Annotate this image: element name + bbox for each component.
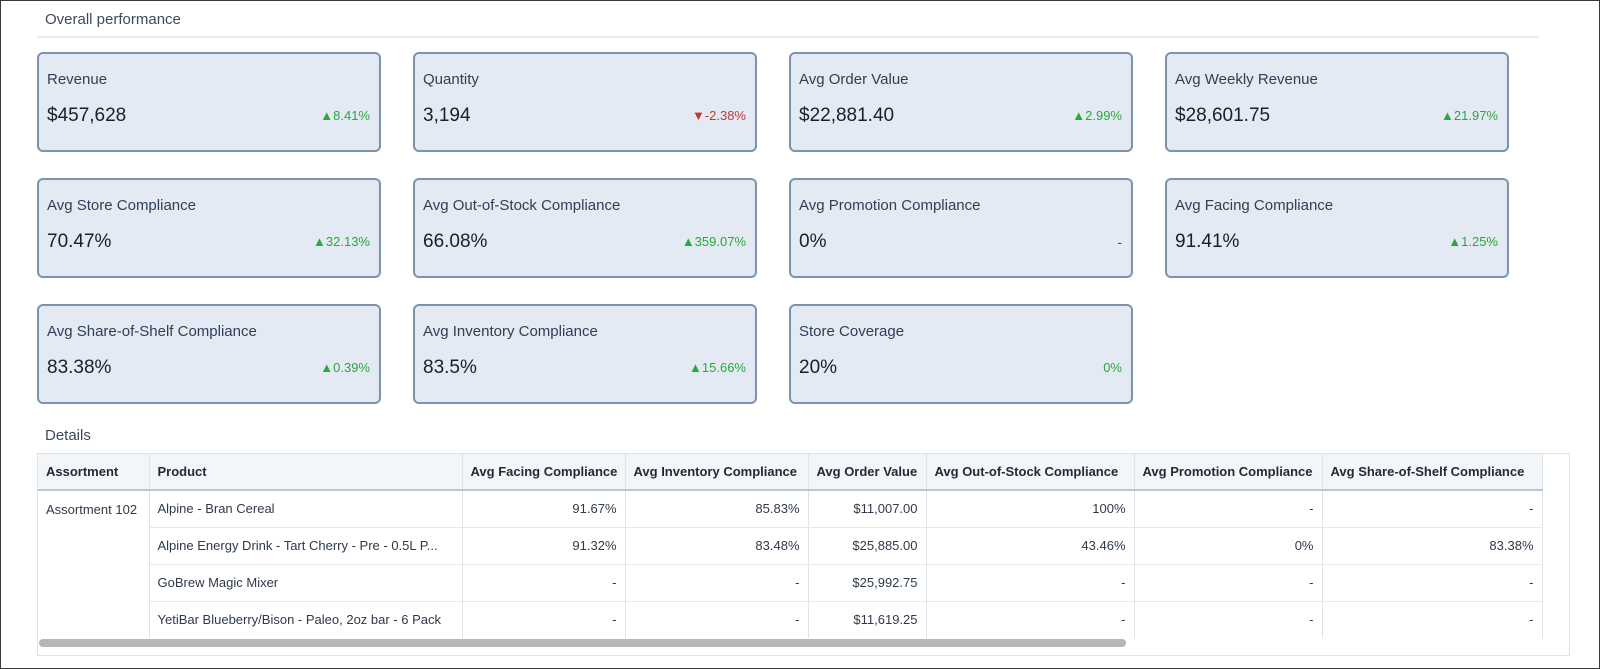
share-of-shelf-compliance-cell: 83.38%: [1322, 527, 1543, 565]
kpi-grid: Revenue $457,628 ▲8.41% Quantity 3,194 ▼…: [37, 52, 1509, 404]
table-row: YetiBar Blueberry/Bison - Paleo, 2oz bar…: [38, 601, 1543, 638]
out-of-stock-compliance-cell: -: [926, 564, 1135, 602]
promotion-compliance-cell: -: [1134, 601, 1323, 638]
kpi-label: Avg Facing Compliance: [1175, 197, 1334, 214]
facing-compliance-cell: 91.67%: [462, 490, 626, 528]
kpi-label: Avg Store Compliance: [47, 197, 196, 214]
kpi-delta: ▲2.99%: [1072, 108, 1122, 123]
inventory-compliance-cell: 85.83%: [625, 490, 809, 528]
kpi-label: Avg Promotion Compliance: [799, 197, 981, 214]
section-divider: [37, 36, 1539, 38]
facing-compliance-cell: -: [462, 601, 626, 638]
kpi-label: Store Coverage: [799, 323, 905, 340]
table-row: GoBrew Magic Mixer - - $25,992.75 - - -: [38, 564, 1543, 602]
order-value-cell: $11,007.00: [808, 490, 927, 528]
column-header-avg-out-of-stock-compliance[interactable]: Avg Out-of-Stock Compliance: [926, 454, 1135, 491]
column-header-avg-promotion-compliance[interactable]: Avg Promotion Compliance: [1134, 454, 1323, 491]
kpi-delta: ▼-2.38%: [691, 108, 746, 123]
kpi-delta: ▲32.13%: [313, 234, 370, 249]
kpi-delta: ▲21.97%: [1441, 108, 1498, 123]
kpi-value: 66.08%: [423, 231, 488, 252]
kpi-card-avg-weekly-revenue[interactable]: Avg Weekly Revenue $28,601.75 ▲21.97%: [1165, 52, 1509, 152]
kpi-value: 20%: [799, 357, 838, 378]
kpi-label: Avg Share-of-Shelf Compliance: [47, 323, 257, 340]
kpi-label: Revenue: [47, 71, 108, 88]
product-cell: GoBrew Magic Mixer: [149, 564, 463, 602]
kpi-value: $28,601.75: [1175, 105, 1271, 126]
kpi-card-avg-share-of-shelf-compliance[interactable]: Avg Share-of-Shelf Compliance 83.38% ▲0.…: [37, 304, 381, 404]
table-header-row: Assortment Product Avg Facing Compliance…: [38, 454, 1543, 491]
share-of-shelf-compliance-cell: -: [1322, 601, 1543, 638]
kpi-delta: ▲359.07%: [681, 234, 746, 249]
inventory-compliance-cell: -: [625, 564, 809, 602]
facing-compliance-cell: 91.32%: [462, 527, 626, 565]
kpi-label: Quantity: [423, 71, 479, 88]
column-header-avg-share-of-shelf-compliance[interactable]: Avg Share-of-Shelf Compliance: [1322, 454, 1543, 491]
kpi-label: Avg Out-of-Stock Compliance: [423, 197, 621, 214]
kpi-label: Avg Inventory Compliance: [423, 323, 598, 340]
promotion-compliance-cell: -: [1134, 564, 1323, 602]
out-of-stock-compliance-cell: 100%: [926, 490, 1135, 528]
kpi-value: $22,881.40: [799, 105, 895, 126]
column-header-assortment[interactable]: Assortment: [38, 454, 150, 491]
inventory-compliance-cell: -: [625, 601, 809, 638]
kpi-card-avg-inventory-compliance[interactable]: Avg Inventory Compliance 83.5% ▲15.66%: [413, 304, 757, 404]
kpi-value: 83.38%: [47, 357, 112, 378]
kpi-value: 83.5%: [423, 357, 477, 378]
kpi-card-avg-order-value[interactable]: Avg Order Value $22,881.40 ▲2.99%: [789, 52, 1133, 152]
horizontal-scrollbar[interactable]: [39, 639, 1126, 647]
kpi-value: 0%: [799, 231, 827, 252]
share-of-shelf-compliance-cell: -: [1322, 564, 1543, 602]
table-row: Alpine Energy Drink - Tart Cherry - Pre …: [38, 527, 1543, 565]
out-of-stock-compliance-cell: -: [926, 601, 1135, 638]
kpi-card-quantity[interactable]: Quantity 3,194 ▼-2.38%: [413, 52, 757, 152]
kpi-value: 91.41%: [1175, 231, 1240, 252]
product-cell: Alpine Energy Drink - Tart Cherry - Pre …: [149, 527, 463, 565]
kpi-delta: ▲1.25%: [1448, 234, 1498, 249]
kpi-label: Avg Weekly Revenue: [1175, 71, 1318, 88]
kpi-value: 3,194: [423, 105, 471, 126]
promotion-compliance-cell: 0%: [1134, 527, 1323, 565]
kpi-card-revenue[interactable]: Revenue $457,628 ▲8.41%: [37, 52, 381, 152]
kpi-label: Avg Order Value: [799, 71, 909, 88]
kpi-value: $457,628: [47, 105, 127, 126]
kpi-value: 70.47%: [47, 231, 112, 252]
kpi-delta: 0%: [1103, 360, 1122, 375]
table-row: Assortment 102 Alpine - Bran Cereal 91.6…: [38, 490, 1543, 638]
order-value-cell: $25,885.00: [808, 527, 927, 565]
promotion-compliance-cell: -: [1134, 490, 1323, 528]
column-header-avg-order-value[interactable]: Avg Order Value: [808, 454, 927, 491]
out-of-stock-compliance-cell: 43.46%: [926, 527, 1135, 565]
order-value-cell: $11,619.25: [808, 601, 927, 638]
kpi-delta: -: [1117, 234, 1122, 250]
kpi-card-avg-facing-compliance[interactable]: Avg Facing Compliance 91.41% ▲1.25%: [1165, 178, 1509, 278]
kpi-delta: ▲15.66%: [689, 360, 746, 375]
column-header-product[interactable]: Product: [149, 454, 463, 491]
kpi-card-avg-store-compliance[interactable]: Avg Store Compliance 70.47% ▲32.13%: [37, 178, 381, 278]
kpi-delta: ▲8.41%: [320, 108, 370, 123]
overall-performance-heading: Overall performance: [45, 11, 181, 28]
details-heading: Details: [45, 427, 91, 444]
kpi-card-avg-out-of-stock-compliance[interactable]: Avg Out-of-Stock Compliance 66.08% ▲359.…: [413, 178, 757, 278]
share-of-shelf-compliance-cell: -: [1322, 490, 1543, 528]
facing-compliance-cell: -: [462, 564, 626, 602]
inventory-compliance-cell: 83.48%: [625, 527, 809, 565]
order-value-cell: $25,992.75: [808, 564, 927, 602]
kpi-delta: ▲0.39%: [320, 360, 370, 375]
product-cell: YetiBar Blueberry/Bison - Paleo, 2oz bar…: [149, 601, 463, 638]
product-cell: Alpine - Bran Cereal: [149, 490, 463, 528]
column-header-avg-inventory-compliance[interactable]: Avg Inventory Compliance: [625, 454, 809, 491]
details-table-container[interactable]: Assortment Product Avg Facing Compliance…: [37, 453, 1570, 656]
details-table: Assortment Product Avg Facing Compliance…: [38, 454, 1543, 638]
column-header-avg-facing-compliance[interactable]: Avg Facing Compliance: [462, 454, 626, 491]
kpi-card-store-coverage[interactable]: Store Coverage 20% 0%: [789, 304, 1133, 404]
assortment-cell: Assortment 102: [38, 490, 150, 638]
kpi-card-avg-promotion-compliance[interactable]: Avg Promotion Compliance 0% -: [789, 178, 1133, 278]
